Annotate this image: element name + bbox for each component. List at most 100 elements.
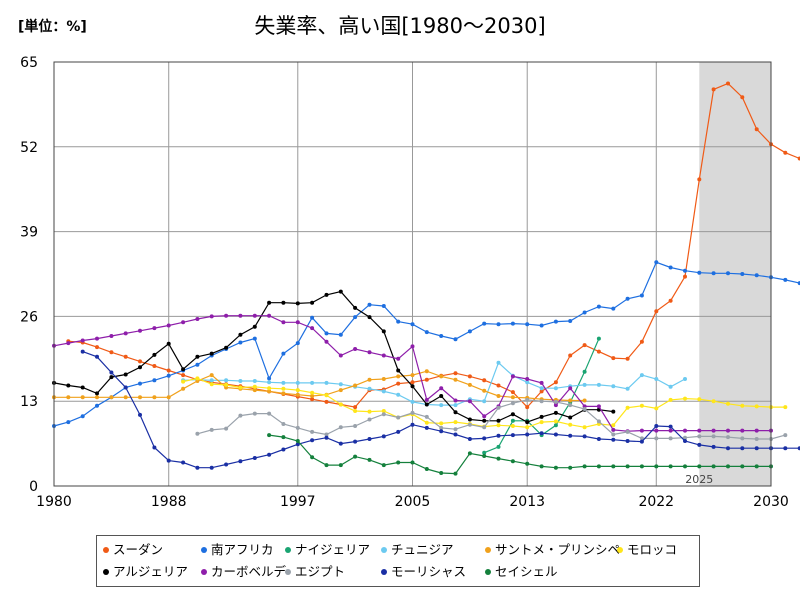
data-point xyxy=(697,428,702,433)
data-point xyxy=(353,409,358,413)
legend-label: チュニジア xyxy=(391,542,454,557)
data-point xyxy=(525,322,530,327)
series-line xyxy=(269,434,771,475)
data-point xyxy=(697,270,702,275)
data-point xyxy=(138,395,142,400)
data-point xyxy=(267,433,272,438)
data-point xyxy=(424,420,429,425)
data-point xyxy=(238,332,243,337)
x-tick-label: 1988 xyxy=(151,494,187,510)
data-point xyxy=(410,399,415,404)
data-point xyxy=(281,300,286,305)
data-point xyxy=(410,322,415,327)
data-point xyxy=(510,433,515,438)
legend-label: サントメ・プリンシペ xyxy=(495,542,621,557)
legend-item: カーボベルデ xyxy=(201,564,286,580)
data-point xyxy=(224,345,229,350)
data-point xyxy=(166,373,171,378)
data-point xyxy=(510,321,515,326)
data-point xyxy=(166,458,171,463)
data-point xyxy=(639,439,644,444)
data-point xyxy=(295,392,300,397)
data-point xyxy=(496,433,501,438)
data-point xyxy=(683,268,687,273)
data-point xyxy=(568,403,573,408)
data-point xyxy=(338,441,343,446)
data-point xyxy=(754,428,759,433)
data-point xyxy=(711,87,716,92)
data-point xyxy=(467,329,472,334)
data-point xyxy=(324,393,329,398)
data-point xyxy=(654,436,659,441)
legend-marker xyxy=(617,547,623,553)
data-point xyxy=(797,446,800,451)
data-point xyxy=(496,418,501,423)
data-point xyxy=(596,419,601,424)
data-point xyxy=(396,356,401,361)
legend-marker xyxy=(485,569,491,575)
data-point xyxy=(553,432,558,437)
data-point xyxy=(625,405,630,410)
data-point xyxy=(353,315,358,320)
data-point xyxy=(209,351,214,356)
data-point xyxy=(783,433,788,438)
data-point xyxy=(797,156,800,161)
data-point xyxy=(424,377,429,382)
data-point xyxy=(453,371,458,376)
data-point xyxy=(539,386,544,391)
data-point xyxy=(281,351,286,356)
data-point xyxy=(267,452,272,457)
data-point xyxy=(582,398,587,403)
legend-item: モーリシャス xyxy=(381,564,466,580)
data-point xyxy=(152,395,157,400)
data-point xyxy=(510,395,515,400)
data-point xyxy=(324,435,329,440)
data-point xyxy=(539,414,544,419)
data-point xyxy=(66,383,71,388)
data-point xyxy=(66,341,71,346)
legend-item: アルジェリア xyxy=(103,564,188,580)
data-point xyxy=(310,455,315,460)
legend-label: スーダン xyxy=(113,542,164,557)
data-point xyxy=(467,437,472,441)
data-point xyxy=(697,464,702,469)
data-point xyxy=(596,404,601,409)
data-point xyxy=(525,425,530,430)
data-point xyxy=(453,471,458,476)
data-point xyxy=(338,353,343,358)
data-point xyxy=(295,442,300,447)
data-point xyxy=(539,389,544,394)
data-point xyxy=(209,427,214,432)
data-point xyxy=(510,390,515,395)
data-point xyxy=(338,463,343,468)
data-point xyxy=(123,395,128,400)
data-point xyxy=(396,460,401,465)
data-point xyxy=(267,411,272,416)
data-point xyxy=(654,464,659,469)
data-point xyxy=(166,395,171,400)
data-point xyxy=(138,328,142,333)
data-point xyxy=(396,381,401,386)
series-line xyxy=(53,290,614,423)
chart-title: 失業率、高い国[1980～2030] xyxy=(254,14,546,38)
data-point xyxy=(353,439,358,444)
data-point xyxy=(740,403,745,408)
data-point xyxy=(683,464,687,469)
legend-item: ナイジェリア xyxy=(285,542,370,558)
data-point xyxy=(195,317,200,321)
legend-item: チュニジア xyxy=(381,542,454,558)
legend-label: セイシェル xyxy=(495,564,558,579)
data-point xyxy=(95,403,99,408)
data-point xyxy=(654,260,659,265)
data-point xyxy=(324,339,329,344)
legend-label: モロッコ xyxy=(627,542,678,557)
data-point xyxy=(740,272,745,276)
data-point xyxy=(654,377,659,381)
data-point xyxy=(726,464,730,469)
data-point xyxy=(697,434,702,439)
x-tick-label: 2013 xyxy=(509,494,545,510)
data-point xyxy=(281,320,286,325)
data-point xyxy=(668,298,673,303)
x-tick-label: 1980 xyxy=(36,494,72,510)
data-point xyxy=(668,424,673,429)
